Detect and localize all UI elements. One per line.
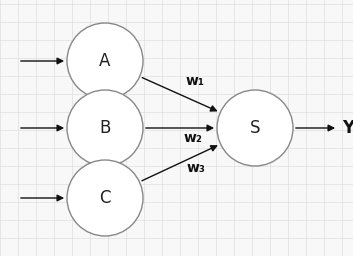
Text: w₂: w₂ (184, 131, 202, 145)
Circle shape (67, 160, 143, 236)
Text: Y: Y (342, 119, 353, 137)
Text: B: B (99, 119, 111, 137)
Text: w₃: w₃ (187, 161, 205, 175)
Text: S: S (250, 119, 260, 137)
Circle shape (217, 90, 293, 166)
Circle shape (67, 90, 143, 166)
Circle shape (67, 23, 143, 99)
Text: w₁: w₁ (185, 74, 204, 88)
Text: A: A (99, 52, 111, 70)
Text: C: C (99, 189, 111, 207)
